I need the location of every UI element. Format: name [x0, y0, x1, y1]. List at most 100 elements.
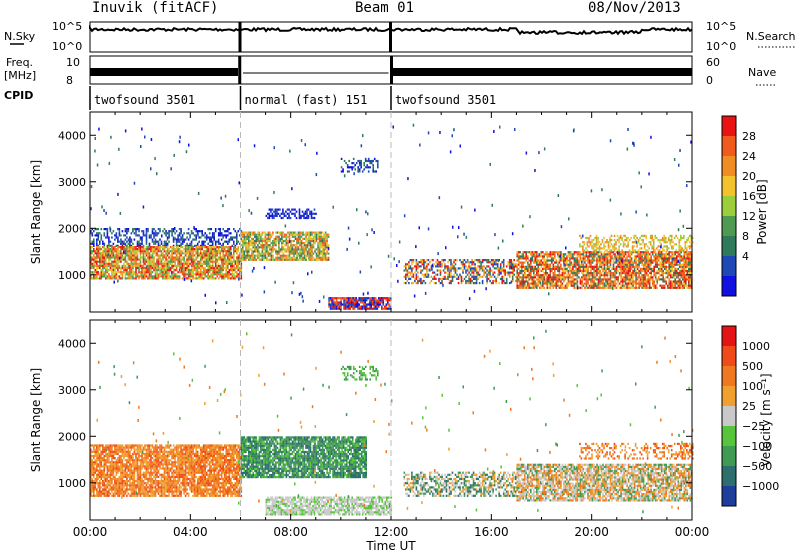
data-cell	[180, 266, 182, 270]
data-cell	[201, 273, 203, 276]
data-cell	[633, 255, 636, 258]
data-cell	[165, 266, 167, 270]
data-cell	[320, 239, 322, 243]
data-cell	[447, 275, 449, 278]
data-cell	[572, 272, 574, 275]
data-cell	[432, 271, 434, 274]
data-cell	[261, 246, 264, 249]
data-cell	[126, 232, 128, 235]
data-cell	[426, 269, 428, 272]
data-cell	[174, 250, 176, 253]
data-cell	[374, 303, 377, 306]
data-cell	[533, 282, 535, 285]
data-cell	[172, 236, 175, 239]
data-cell	[555, 267, 558, 270]
data-cell	[227, 256, 229, 259]
data-cell	[135, 252, 137, 255]
data-cell	[168, 266, 170, 270]
data-cell	[674, 259, 676, 262]
data-cell	[489, 275, 491, 278]
data-cell	[527, 280, 529, 283]
data-cell	[523, 276, 526, 279]
data-cell	[350, 303, 353, 306]
data-cell	[423, 259, 425, 262]
data-cell	[415, 275, 418, 278]
data-cell	[573, 261, 576, 264]
data-cell	[536, 257, 538, 260]
data-cell	[620, 253, 622, 256]
data-cell	[245, 250, 247, 253]
data-cell	[123, 271, 125, 274]
data-cell	[355, 305, 357, 308]
data-cell	[147, 264, 149, 267]
data-cell	[334, 307, 336, 310]
data-cell	[588, 261, 591, 264]
data-cell	[493, 261, 496, 264]
data-cell	[169, 266, 172, 270]
data-cell	[147, 260, 149, 263]
data-cell	[94, 277, 97, 280]
data-cell	[251, 252, 253, 255]
data-cell	[120, 254, 122, 257]
data-cell	[567, 253, 570, 256]
data-cell	[666, 272, 669, 275]
data-cell	[132, 228, 134, 231]
data-cell	[573, 253, 576, 256]
data-cell	[239, 275, 241, 278]
data-cell	[651, 267, 654, 270]
data-cell	[246, 233, 249, 236]
data-cell	[306, 237, 309, 240]
data-cell	[103, 264, 106, 267]
data-cell	[192, 264, 194, 267]
data-cell	[293, 250, 295, 253]
data-cell	[621, 269, 624, 273]
data-cell	[210, 246, 212, 249]
data-cell	[477, 271, 479, 274]
data-cell	[313, 208, 316, 211]
data-cell	[663, 253, 666, 256]
data-cell	[305, 244, 307, 247]
data-cell	[266, 239, 268, 243]
data-cell	[575, 265, 577, 268]
data-cell	[190, 246, 193, 249]
data-cell	[103, 260, 106, 263]
data-cell	[108, 246, 110, 249]
data-cell	[240, 262, 243, 265]
data-cell	[214, 260, 217, 263]
data-cell	[186, 266, 188, 270]
data-cell	[609, 265, 612, 268]
data-cell	[527, 265, 529, 268]
data-cell	[177, 236, 179, 239]
data-cell	[293, 233, 295, 236]
data-cell	[585, 282, 588, 285]
data-cell	[129, 269, 131, 272]
data-cell	[530, 282, 532, 285]
data-cell	[199, 250, 202, 253]
data-cell	[405, 267, 407, 270]
data-cell	[469, 261, 472, 264]
data-cell	[638, 276, 640, 279]
data-cell	[602, 263, 604, 266]
data-cell	[208, 228, 211, 231]
data-cell	[314, 231, 316, 234]
data-cell	[537, 261, 540, 264]
data-cell	[563, 272, 565, 275]
data-cell	[381, 299, 383, 302]
data-cell	[251, 233, 253, 236]
data-cell	[228, 256, 231, 259]
data-cell	[618, 263, 621, 266]
data-cell	[328, 299, 330, 302]
data-cell	[147, 252, 149, 255]
data-cell	[561, 255, 564, 258]
data-cell	[154, 264, 157, 267]
data-cell	[546, 255, 549, 258]
data-cell	[444, 271, 446, 274]
data-cell	[181, 242, 184, 245]
data-cell	[572, 263, 574, 266]
data-cell	[121, 246, 124, 249]
data-cell	[408, 265, 410, 268]
data-cell	[679, 265, 681, 268]
data-cell	[359, 297, 362, 300]
data-cell	[663, 286, 666, 289]
data-cell	[190, 232, 193, 235]
